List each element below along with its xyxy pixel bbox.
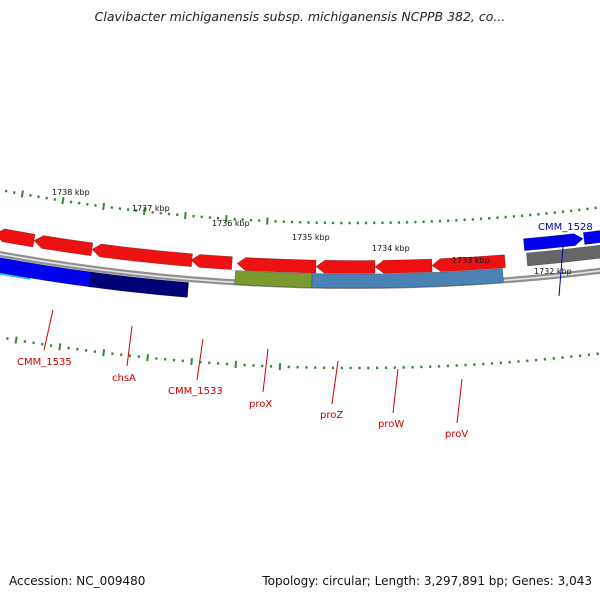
major-tick [20,190,24,198]
blue-gene-1 [523,233,584,251]
gray-feature [526,244,600,267]
map-title: Clavibacter michiganensis subsp. michiga… [94,9,506,24]
gene-label: CMM_1535 [17,357,72,368]
major-tick [102,202,106,211]
forward-gene-4 [236,257,317,274]
leader-line [196,338,204,381]
forward-gene-3 [190,254,233,270]
major-tick [146,353,149,362]
forward-gene-5 [315,259,376,274]
inner-tick-ring [0,336,599,371]
ruler-label: 1734 kbp [372,244,410,253]
outer-tick-ring [4,189,597,225]
gene-label: proV [445,429,468,440]
gene-label: CMM_1528 [538,222,593,233]
gene-label: chsA [112,373,136,384]
olive-feature [234,270,313,288]
gene-label: proW [378,419,404,430]
leader-line [262,348,269,393]
forward-gene-0 [0,228,36,248]
major-tick [102,349,106,357]
gene-label: proZ [320,410,343,421]
forward-gene-6 [374,258,433,274]
blue-feature [0,257,94,288]
gene-label: proX [249,399,272,410]
leader-line [392,368,399,414]
major-tick [190,357,193,366]
blue-gene-2 [582,230,600,245]
forward-gene-7 [431,254,506,272]
ruler-label: 1733 kbp [452,256,490,265]
gene-labels: CMM_1535 chsA CMM_1533 proX proZ proW proV CMM_… [17,222,593,440]
steel-feature [311,268,504,289]
major-tick [58,343,62,351]
ruler-label: 1732 kbp [534,267,572,276]
ruler-label: 1735 kbp [292,233,330,242]
leader-line [331,360,339,405]
leader-line [558,234,565,297]
major-tick [61,197,65,205]
major-tick [143,207,146,216]
ruler-label: 1738 kbp [52,188,90,197]
feature-tracks [0,228,600,298]
ruler-labels: 1738 kbp 1737 kbp 1736 kbp 1735 kbp 1734 kbp… [52,188,572,276]
ruler-label: 1737 kbp [132,204,170,213]
leader-line [43,309,54,351]
genome-summary-text: Topology: circular; Length: 3,297,891 bp… [262,574,592,588]
forward-gene-1 [33,235,94,257]
accession-text: Accession: NC_009480 [9,574,146,588]
ruler-label: 1736 kbp [212,219,250,228]
leader-line [456,378,463,424]
navy-feature [88,271,189,298]
major-tick [14,336,18,344]
major-tick [184,211,187,220]
gene-label: CMM_1533 [168,386,223,397]
forward-gene-2 [91,243,193,268]
leader-line [126,325,133,367]
